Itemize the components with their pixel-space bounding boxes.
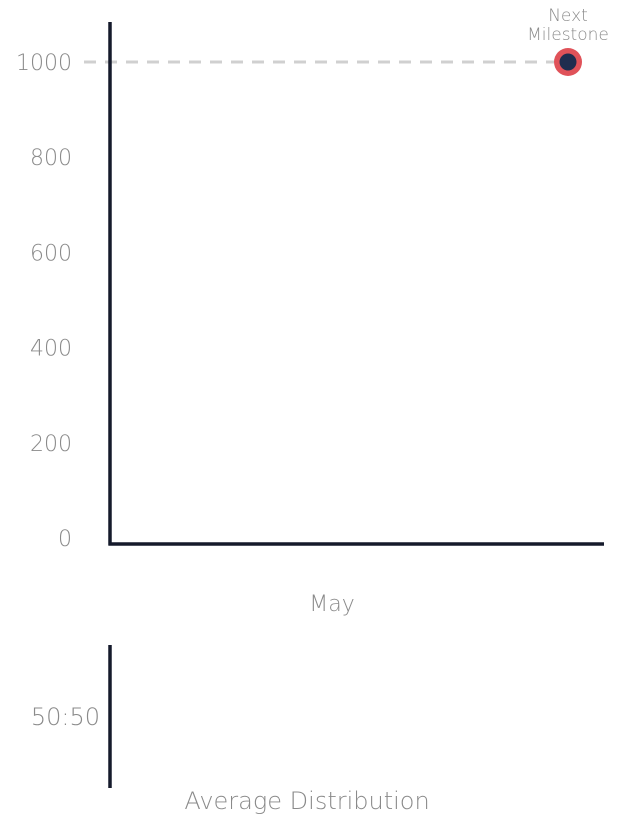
distribution-axis-label: Average Distribution xyxy=(184,787,429,815)
y-tick-label: 400 xyxy=(30,337,72,362)
y-tick-label: 800 xyxy=(30,146,72,171)
y-tick-labels: 0 200 400 600 800 1000 xyxy=(16,51,72,552)
y-tick-label: 0 xyxy=(58,527,72,552)
milestone-annotation-line-2: Milestone xyxy=(527,25,609,45)
distribution-value-label: 50:50 xyxy=(31,703,100,731)
y-tick-label: 200 xyxy=(30,432,72,457)
milestone-annotation-line-1: Next xyxy=(548,6,588,26)
milestone-point xyxy=(559,53,577,71)
x-axis-label: May xyxy=(309,592,354,617)
y-tick-label: 1000 xyxy=(16,51,72,76)
y-tick-label: 600 xyxy=(30,241,72,266)
